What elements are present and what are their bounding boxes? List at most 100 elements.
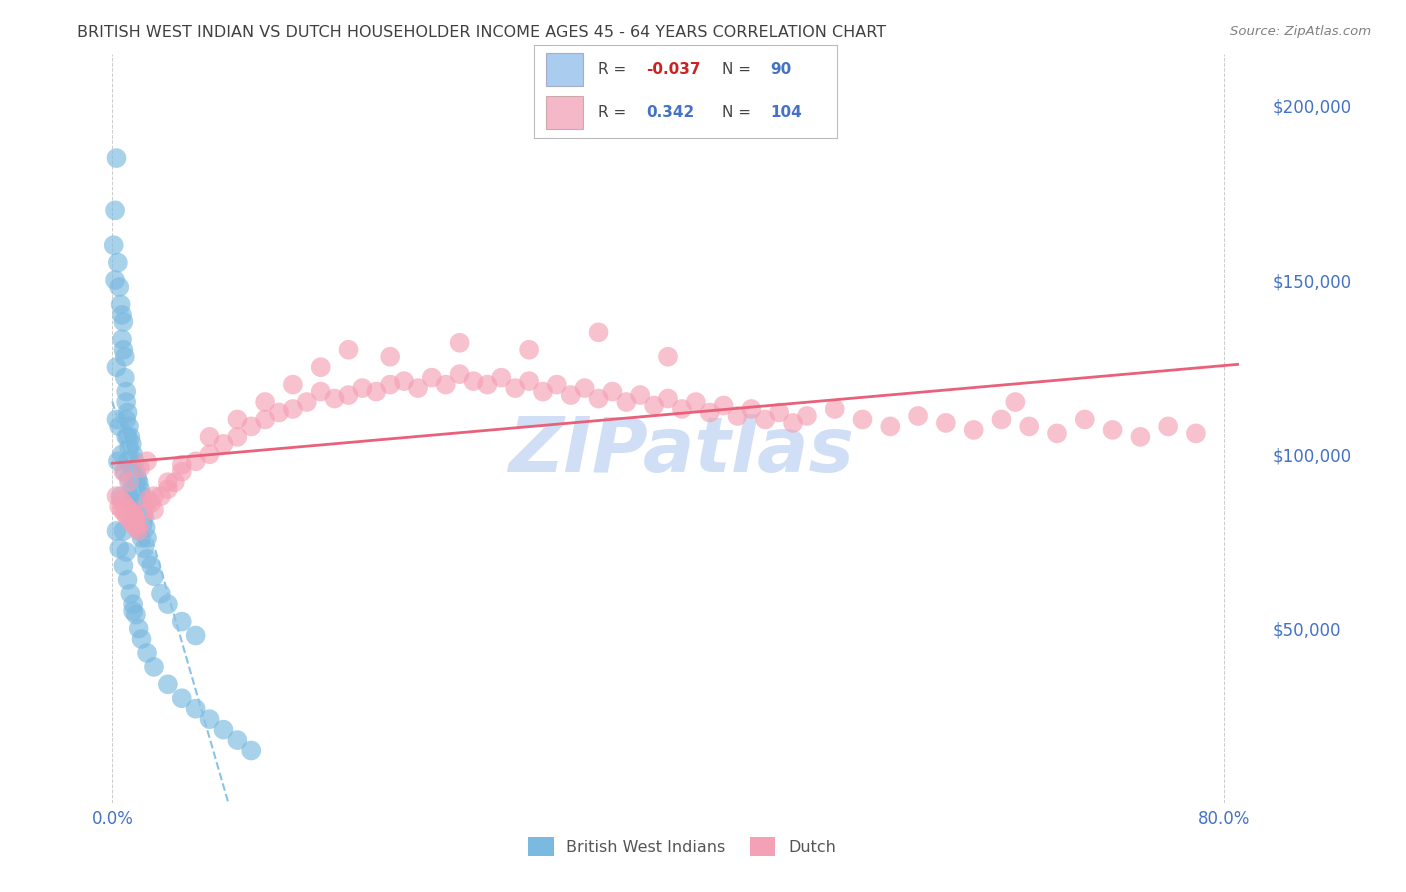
Point (517, 343, 540, 357)
Point (135, 520, 157, 534)
Point (125, 475, 148, 490)
Text: 104: 104 (770, 105, 801, 120)
Point (782, 416, 804, 430)
Point (136, 646, 159, 660)
Bar (547, 96, 582, 129)
Point (124, 496, 146, 510)
Point (122, 489, 145, 503)
Point (671, 402, 693, 417)
Point (824, 402, 846, 417)
Point (380, 350, 402, 364)
Point (134, 541, 156, 556)
Text: ZIPatlas: ZIPatlas (509, 414, 855, 488)
Point (420, 370, 443, 384)
Point (149, 587, 172, 601)
Point (491, 370, 513, 384)
Point (117, 430, 139, 444)
Point (226, 430, 249, 444)
Point (129, 461, 152, 475)
Point (122, 516, 145, 531)
Point (105, 524, 128, 538)
Point (156, 677, 179, 691)
Point (118, 440, 141, 454)
Point (105, 360, 128, 375)
Point (129, 482, 152, 496)
Point (120, 458, 142, 472)
Text: R =: R = (598, 62, 631, 77)
Point (657, 350, 679, 364)
Point (121, 461, 143, 475)
Point (851, 412, 873, 426)
Point (1046, 426, 1069, 441)
Point (112, 496, 135, 510)
Point (517, 374, 540, 388)
Point (129, 500, 152, 514)
Point (149, 489, 172, 503)
Text: 0.342: 0.342 (647, 105, 695, 120)
Point (226, 412, 249, 426)
Point (1129, 430, 1152, 444)
Point (727, 409, 749, 423)
Point (114, 465, 136, 479)
Point (628, 388, 651, 402)
Point (115, 395, 138, 409)
Point (118, 503, 141, 517)
Point (477, 377, 499, 392)
Point (103, 238, 125, 252)
Point (143, 569, 166, 583)
Point (114, 507, 136, 521)
Point (754, 412, 776, 426)
Point (112, 558, 135, 573)
Point (796, 409, 818, 423)
Point (105, 489, 128, 503)
Point (588, 326, 610, 340)
Point (111, 503, 134, 517)
Point (141, 558, 163, 573)
Point (120, 514, 142, 528)
Point (120, 587, 142, 601)
Point (121, 482, 143, 496)
Point (337, 343, 360, 357)
Text: Source: ZipAtlas.com: Source: ZipAtlas.com (1230, 25, 1371, 38)
Point (713, 399, 735, 413)
Point (138, 492, 160, 507)
Point (392, 374, 415, 388)
Point (163, 475, 186, 490)
Point (108, 500, 131, 514)
Point (125, 520, 148, 534)
Point (136, 531, 159, 545)
Point (309, 360, 332, 375)
Point (131, 507, 153, 521)
Point (125, 503, 148, 517)
Point (118, 475, 141, 490)
Point (108, 280, 131, 294)
Point (110, 492, 132, 507)
Point (132, 516, 155, 531)
Point (1018, 419, 1040, 434)
Point (127, 472, 149, 486)
Point (380, 377, 402, 392)
Point (111, 447, 134, 461)
Point (122, 468, 145, 483)
Point (110, 489, 132, 503)
Point (128, 622, 150, 636)
Point (198, 430, 221, 444)
Point (128, 475, 150, 490)
Point (226, 733, 249, 747)
Point (212, 723, 235, 737)
Point (935, 416, 957, 430)
Point (125, 607, 148, 622)
Point (132, 500, 155, 514)
Point (254, 395, 277, 409)
Point (614, 395, 637, 409)
Point (111, 308, 134, 322)
Point (574, 381, 596, 395)
Point (879, 419, 901, 434)
Point (602, 384, 624, 399)
Text: R =: R = (598, 105, 631, 120)
Point (198, 712, 221, 726)
Point (657, 392, 679, 406)
Point (112, 343, 135, 357)
Point (115, 500, 138, 514)
Point (104, 203, 127, 218)
